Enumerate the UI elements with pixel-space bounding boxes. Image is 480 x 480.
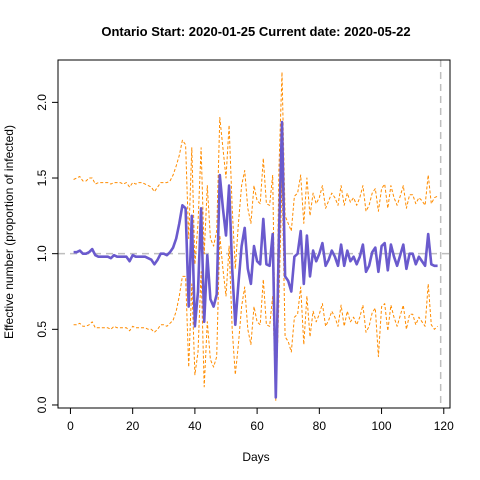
x-axis: 0 20 40 60 80 100 120 [67, 407, 454, 433]
y-tick-label: 0.5 [35, 321, 49, 338]
y-tick-label: 1.0 [35, 245, 49, 262]
x-tick-label: 40 [188, 419, 202, 433]
chart-title: Ontario Start: 2020-01-25 Current date: … [101, 24, 410, 39]
y-tick-label: 1.5 [35, 169, 49, 186]
x-tick-label: 80 [313, 419, 327, 433]
y-axis-title: Effective number (proportion of infected… [2, 125, 16, 339]
x-tick-label: 20 [126, 419, 140, 433]
x-tick-label: 120 [434, 419, 454, 433]
reference-lines [58, 60, 450, 408]
x-tick-label: 100 [372, 419, 392, 433]
y-axis: 0.0 0.5 1.0 1.5 2.0 [35, 94, 59, 413]
x-axis-title: Days [242, 450, 269, 464]
series-layer [73, 71, 438, 401]
y-tick-label: 0.0 [35, 396, 49, 413]
series-line-estimate [73, 120, 438, 399]
y-tick-label: 2.0 [35, 94, 49, 111]
series-line-lower [73, 177, 438, 401]
series-line-upper [73, 71, 438, 388]
x-tick-label: 0 [67, 419, 74, 433]
x-tick-label: 60 [250, 419, 264, 433]
plot-area [57, 59, 451, 409]
plot-frame [57, 59, 451, 409]
